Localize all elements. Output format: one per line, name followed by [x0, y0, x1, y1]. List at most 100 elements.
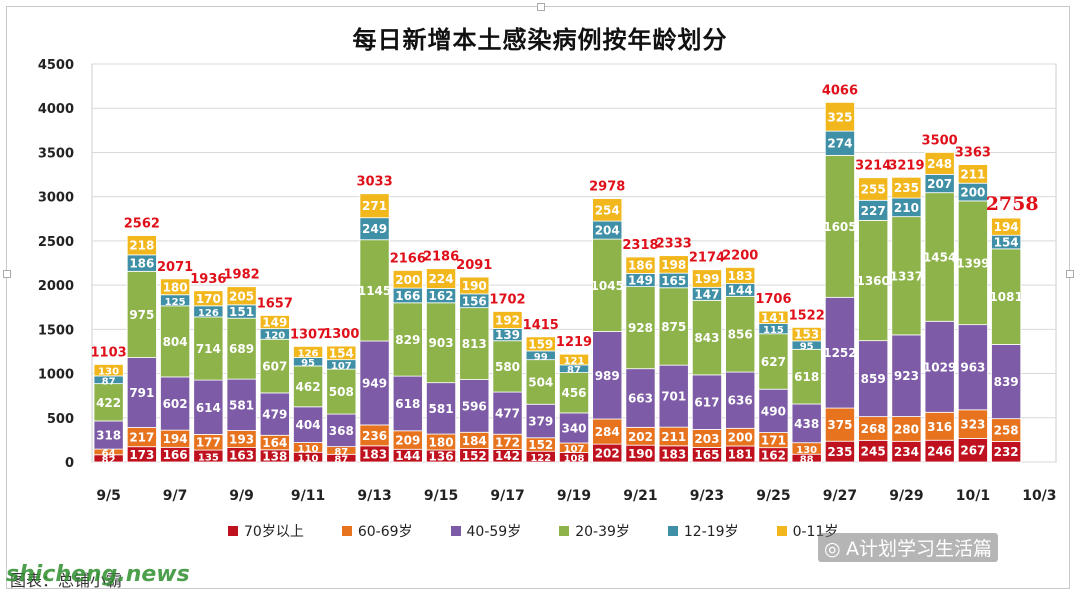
segment-data-label: 87 [102, 376, 116, 387]
segment-data-label: 186 [628, 259, 653, 273]
segment-data-label: 1045 [591, 279, 624, 293]
bar-segment [226, 378, 257, 431]
total-label: 2200 [722, 248, 758, 263]
bar-segment [924, 192, 955, 322]
segment-data-label: 152 [528, 438, 553, 452]
site-watermark: shicheng.news [6, 562, 190, 587]
bar-segment [791, 348, 822, 405]
bar-segment [359, 340, 390, 426]
segment-data-label: 462 [296, 380, 321, 394]
segment-data-label: 248 [927, 157, 952, 171]
bar-segment [326, 413, 357, 448]
segment-data-label: 159 [528, 337, 553, 351]
bar-segment [957, 164, 988, 184]
segment-data-label: 211 [960, 167, 985, 181]
segment-data-label: 274 [827, 137, 852, 151]
segment-data-label: 181 [728, 447, 753, 461]
bar-segment [592, 331, 623, 420]
total-label: 2758 [986, 193, 1039, 215]
segment-data-label: 190 [628, 447, 653, 461]
bar-segment [459, 379, 490, 433]
segment-data-label: 490 [761, 404, 786, 418]
bar-segment [293, 346, 324, 358]
segment-data-label: 1454 [923, 250, 956, 264]
total-label: 2186 [423, 250, 459, 265]
segment-data-label: 627 [761, 355, 786, 369]
total-label: 3033 [356, 175, 392, 190]
segment-data-label: 162 [761, 448, 786, 462]
segment-data-label: 236 [362, 429, 387, 443]
segment-data-label: 663 [628, 392, 653, 406]
x-tick-label: 9/17 [490, 488, 524, 504]
bar-segment [758, 310, 789, 324]
segment-data-label: 508 [329, 385, 354, 399]
resize-handle-left[interactable] [3, 270, 11, 278]
segment-data-label: 147 [694, 287, 719, 301]
bar-segment [991, 217, 1022, 236]
segment-data-label: 209 [395, 434, 420, 448]
y-tick-label: 4000 [38, 102, 74, 117]
segment-data-label: 64 [102, 448, 116, 459]
watermark: ◎ A计划学习生活篇 [818, 533, 998, 562]
bar-segment [93, 383, 124, 422]
segment-data-label: 581 [429, 402, 454, 416]
segment-data-label: 581 [229, 398, 254, 412]
segment-data-label: 689 [229, 342, 254, 356]
segment-data-label: 110 [298, 444, 319, 455]
bar-segment [492, 311, 523, 329]
segment-data-label: 618 [395, 397, 420, 411]
bar-segment [558, 412, 590, 444]
bar-segment [957, 409, 988, 439]
bar-segment [691, 269, 722, 288]
segment-data-label: 284 [595, 425, 620, 439]
segment-data-label: 144 [728, 283, 753, 297]
segment-data-label: 217 [129, 431, 154, 445]
bar-segment [326, 345, 357, 361]
segment-data-label: 171 [761, 434, 786, 448]
x-tick-label: 9/9 [229, 488, 254, 504]
segment-data-label: 163 [229, 448, 254, 462]
segment-data-label: 95 [301, 358, 315, 369]
segment-data-label: 170 [196, 292, 221, 306]
segment-data-label: 791 [129, 386, 154, 400]
resize-handle-right[interactable] [1066, 270, 1074, 278]
bar-segment [791, 403, 822, 444]
segment-data-label: 368 [329, 424, 354, 438]
segment-data-label: 136 [429, 449, 454, 463]
bar-segment [392, 375, 423, 432]
total-label: 1103 [91, 345, 127, 360]
segment-data-label: 479 [262, 408, 287, 422]
bar-segment [426, 268, 457, 289]
segment-data-label: 271 [362, 199, 387, 213]
total-label: 2978 [589, 180, 625, 195]
bar-segment [957, 200, 988, 326]
segment-data-label: 340 [561, 421, 586, 435]
segment-data-label: 183 [661, 447, 686, 461]
segment-data-label: 211 [661, 430, 686, 444]
bar-segment [259, 338, 290, 394]
segment-data-label: 149 [628, 274, 653, 288]
legend-label: 70岁以上 [244, 524, 304, 540]
total-label: 1300 [323, 327, 359, 342]
segment-data-label: 121 [564, 356, 585, 367]
y-tick-label: 1500 [38, 323, 74, 338]
segment-data-label: 318 [96, 429, 121, 443]
segment-data-label: 614 [196, 401, 221, 415]
bar-segment [226, 286, 257, 306]
bar-segment [259, 315, 290, 330]
segment-data-label: 180 [429, 436, 454, 450]
bar-segment [824, 130, 855, 156]
x-tick-label: 9/15 [424, 488, 458, 504]
segment-data-label: 88 [800, 455, 814, 466]
segment-data-label: 232 [994, 445, 1019, 459]
bar-segment [592, 198, 623, 222]
segment-data-label: 192 [495, 313, 520, 327]
resize-handle-top[interactable] [537, 3, 545, 11]
segment-data-label: 975 [129, 308, 154, 322]
legend-swatch [341, 526, 352, 536]
segment-data-label: 172 [495, 435, 520, 449]
bar-segment [858, 340, 889, 418]
segment-data-label: 245 [861, 445, 886, 459]
legend-item: 40-59岁 [450, 521, 521, 541]
segment-data-label: 636 [728, 394, 753, 408]
